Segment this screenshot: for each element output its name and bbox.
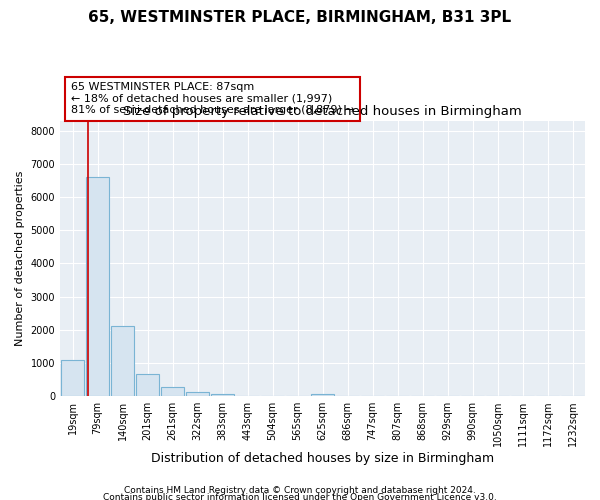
Text: Contains public sector information licensed under the Open Government Licence v3: Contains public sector information licen… [103, 494, 497, 500]
Bar [86, 178, 109, 396]
Bar [161, 387, 184, 396]
Bar [186, 392, 209, 396]
Bar [311, 394, 334, 396]
Bar [111, 326, 134, 396]
Y-axis label: Number of detached properties: Number of detached properties [15, 171, 25, 346]
X-axis label: Distribution of detached houses by size in Birmingham: Distribution of detached houses by size … [151, 452, 494, 465]
Text: Contains HM Land Registry data © Crown copyright and database right 2024.: Contains HM Land Registry data © Crown c… [124, 486, 476, 495]
Bar [211, 394, 234, 396]
Bar [136, 374, 159, 396]
Text: 65 WESTMINSTER PLACE: 87sqm
← 18% of detached houses are smaller (1,997)
81% of : 65 WESTMINSTER PLACE: 87sqm ← 18% of det… [71, 82, 354, 116]
Text: 65, WESTMINSTER PLACE, BIRMINGHAM, B31 3PL: 65, WESTMINSTER PLACE, BIRMINGHAM, B31 3… [88, 10, 512, 25]
Title: Size of property relative to detached houses in Birmingham: Size of property relative to detached ho… [123, 106, 522, 118]
Bar [61, 360, 84, 396]
